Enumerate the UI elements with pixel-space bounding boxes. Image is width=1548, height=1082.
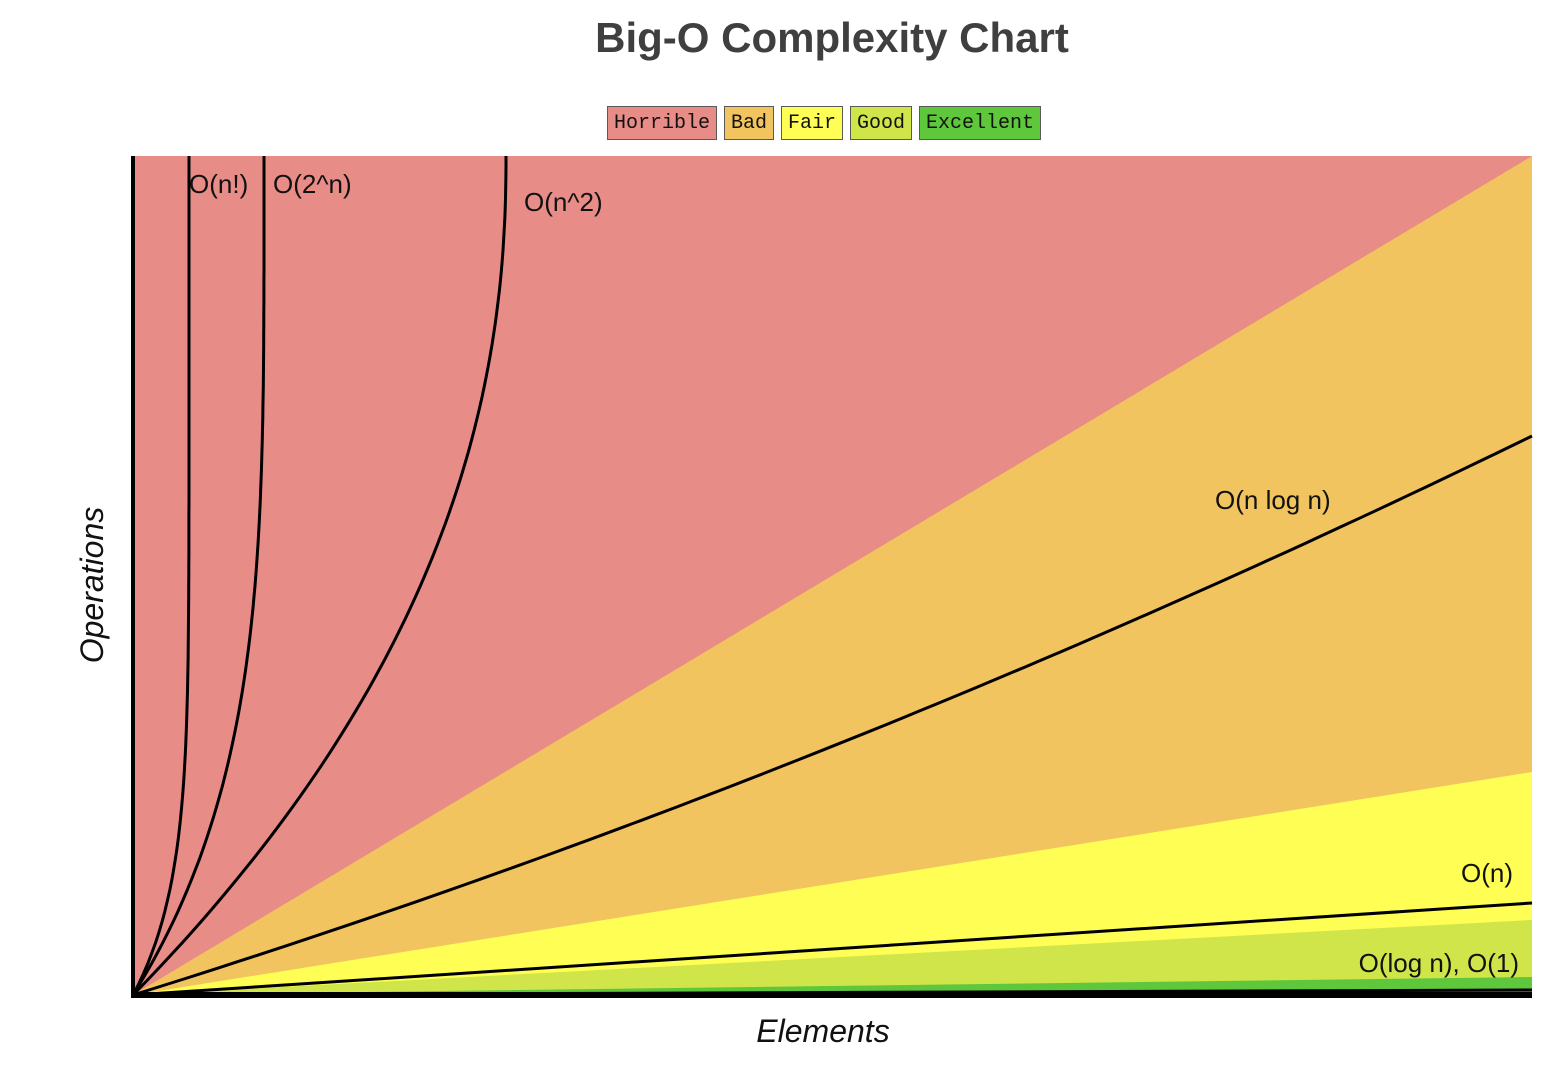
region-bad bbox=[133, 156, 1532, 995]
legend-item-fair: Fair bbox=[780, 106, 843, 140]
curve-factorial bbox=[131, 156, 191, 996]
legend: Horrible Bad Fair Good Excellent bbox=[0, 106, 1548, 140]
region-good bbox=[133, 920, 1532, 995]
curve-quadratic bbox=[131, 156, 508, 997]
curve-exponential bbox=[131, 156, 266, 996]
legend-item-excellent: Excellent bbox=[919, 106, 1042, 140]
legend-item-horrible: Horrible bbox=[606, 106, 717, 140]
curve-label-factorial: O(n!) bbox=[189, 169, 248, 199]
legend-item-good: Good bbox=[850, 106, 913, 140]
curve-label-linear: O(n) bbox=[1461, 858, 1513, 888]
curve-label-exponential: O(2^n) bbox=[273, 169, 352, 199]
curve-nlogn bbox=[132, 434, 1533, 997]
curve-linear bbox=[132, 901, 1533, 997]
legend-item-bad: Bad bbox=[723, 106, 774, 140]
curve-label-log_const: O(log n), O(1) bbox=[1359, 948, 1519, 978]
curve-label-quadratic: O(n^2) bbox=[524, 187, 603, 217]
y-axis-label: Operations bbox=[74, 507, 110, 664]
x-axis-label: Elements bbox=[756, 1013, 889, 1049]
chart-title: Big-O Complexity Chart bbox=[595, 14, 1069, 61]
curve-label-nlogn: O(n log n) bbox=[1215, 485, 1331, 515]
